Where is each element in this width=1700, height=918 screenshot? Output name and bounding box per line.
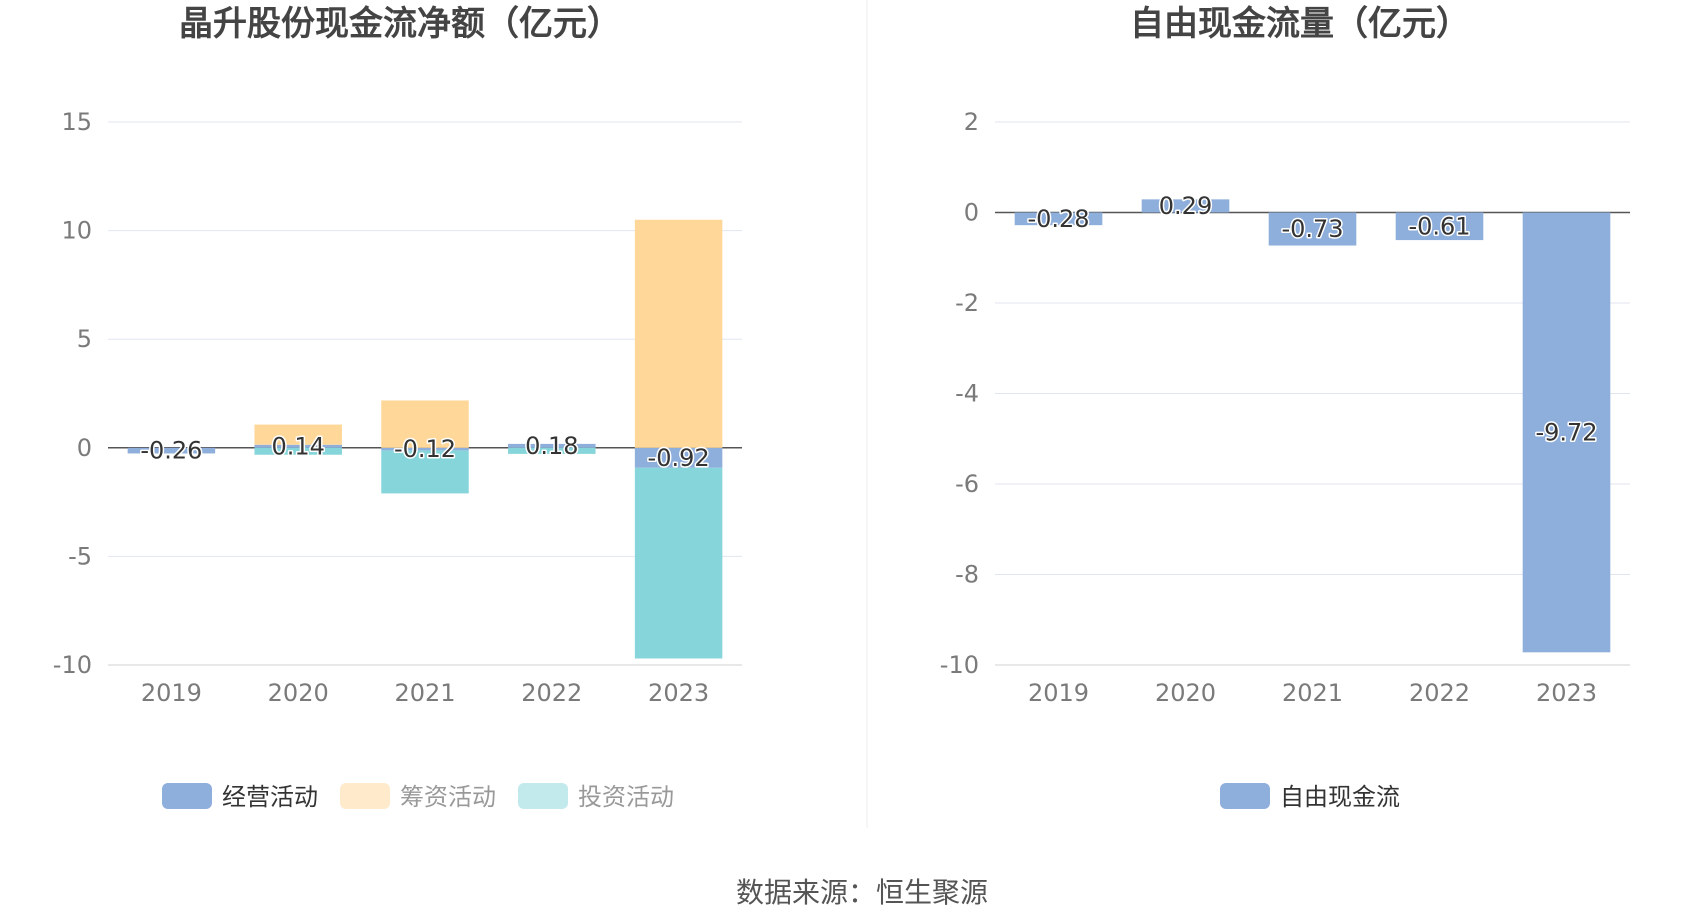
- left-x-tick-label: 2021: [394, 679, 455, 707]
- left-y-tick-label: 10: [61, 217, 92, 245]
- right-x-tick-label: 2023: [1536, 679, 1597, 707]
- left-x-tick-label: 2023: [648, 679, 709, 707]
- left-bar: [381, 400, 469, 448]
- right-bar: [1268, 212, 1357, 246]
- left-legend-swatch[interactable]: [518, 783, 568, 809]
- left-y-tick-label: -5: [68, 542, 92, 570]
- left-data-label: -0.92: [648, 444, 710, 472]
- right-bar: [1014, 212, 1103, 226]
- right-y-tick-label: -6: [955, 470, 979, 498]
- right-x-tick-label: 2020: [1155, 679, 1216, 707]
- left-legend-swatch[interactable]: [162, 783, 212, 809]
- right-data-label: -0.73: [1281, 215, 1343, 243]
- right-legend-swatch[interactable]: [1220, 783, 1270, 809]
- left-x-tick-label: 2020: [268, 679, 329, 707]
- left-y-tick-label: 5: [77, 325, 92, 353]
- left-bar: [634, 219, 723, 448]
- left-y-tick-label: -10: [53, 651, 92, 679]
- left-legend-label[interactable]: 经营活动: [222, 783, 318, 811]
- left-data-label: 0.18: [525, 432, 578, 460]
- left-bar: [127, 447, 216, 454]
- left-y-tick-label: 0: [77, 434, 92, 462]
- right-x-tick-label: 2021: [1282, 679, 1343, 707]
- right-bar: [1522, 212, 1611, 653]
- right-legend-label[interactable]: 自由现金流: [1280, 783, 1400, 811]
- left-y-tick-label: 15: [61, 108, 92, 136]
- left-legend-swatch[interactable]: [340, 783, 390, 809]
- right-y-tick-label: -4: [955, 380, 979, 408]
- left-legend-label[interactable]: 投资活动: [578, 783, 674, 811]
- right-y-tick-label: -10: [940, 651, 979, 679]
- left-bar: [254, 424, 342, 445]
- right-y-tick-label: 2: [964, 108, 979, 136]
- right-y-tick-label: 0: [964, 199, 979, 227]
- left-data-label: -0.12: [394, 435, 456, 463]
- left-data-label: 0.14: [271, 432, 324, 460]
- right-data-label: -0.28: [1027, 205, 1089, 233]
- right-data-label: -9.72: [1535, 418, 1597, 446]
- left-data-label: -0.26: [140, 437, 202, 465]
- left-bar: [634, 467, 723, 659]
- left-bar: [381, 450, 469, 494]
- left-bar: [381, 447, 469, 451]
- left-x-tick-label: 2022: [521, 679, 582, 707]
- left-bar: [508, 443, 596, 448]
- data-source: 数据来源：恒生聚源: [736, 876, 988, 909]
- left-chart: 15 10 5 0 -5 -10 2019 2020 2021 2022 2023 -0.26 0.14…: [53, 108, 742, 811]
- left-bar: [634, 447, 723, 468]
- left-chart-title: 晶升股份现金流净额（亿元）: [179, 4, 621, 44]
- left-bar: [508, 447, 596, 454]
- right-bar: [1141, 199, 1230, 213]
- right-chart: 2 0 -2 -4 -6 -8 -10 2019 2020 2021 2022 2023 -0.28 0.…: [940, 108, 1630, 811]
- left-bar: [254, 447, 342, 455]
- right-y-tick-label: -8: [955, 561, 979, 589]
- right-x-tick-label: 2022: [1409, 679, 1470, 707]
- right-x-tick-label: 2019: [1028, 679, 1089, 707]
- left-bar: [254, 444, 342, 448]
- left-x-tick-label: 2019: [141, 679, 202, 707]
- right-data-label: -0.61: [1408, 212, 1470, 240]
- right-y-tick-label: -2: [955, 289, 979, 317]
- left-legend-label[interactable]: 筹资活动: [400, 783, 496, 811]
- right-chart-title: 自由现金流量（亿元）: [1130, 4, 1470, 44]
- right-data-label: 0.29: [1159, 192, 1212, 220]
- right-bar: [1395, 212, 1484, 241]
